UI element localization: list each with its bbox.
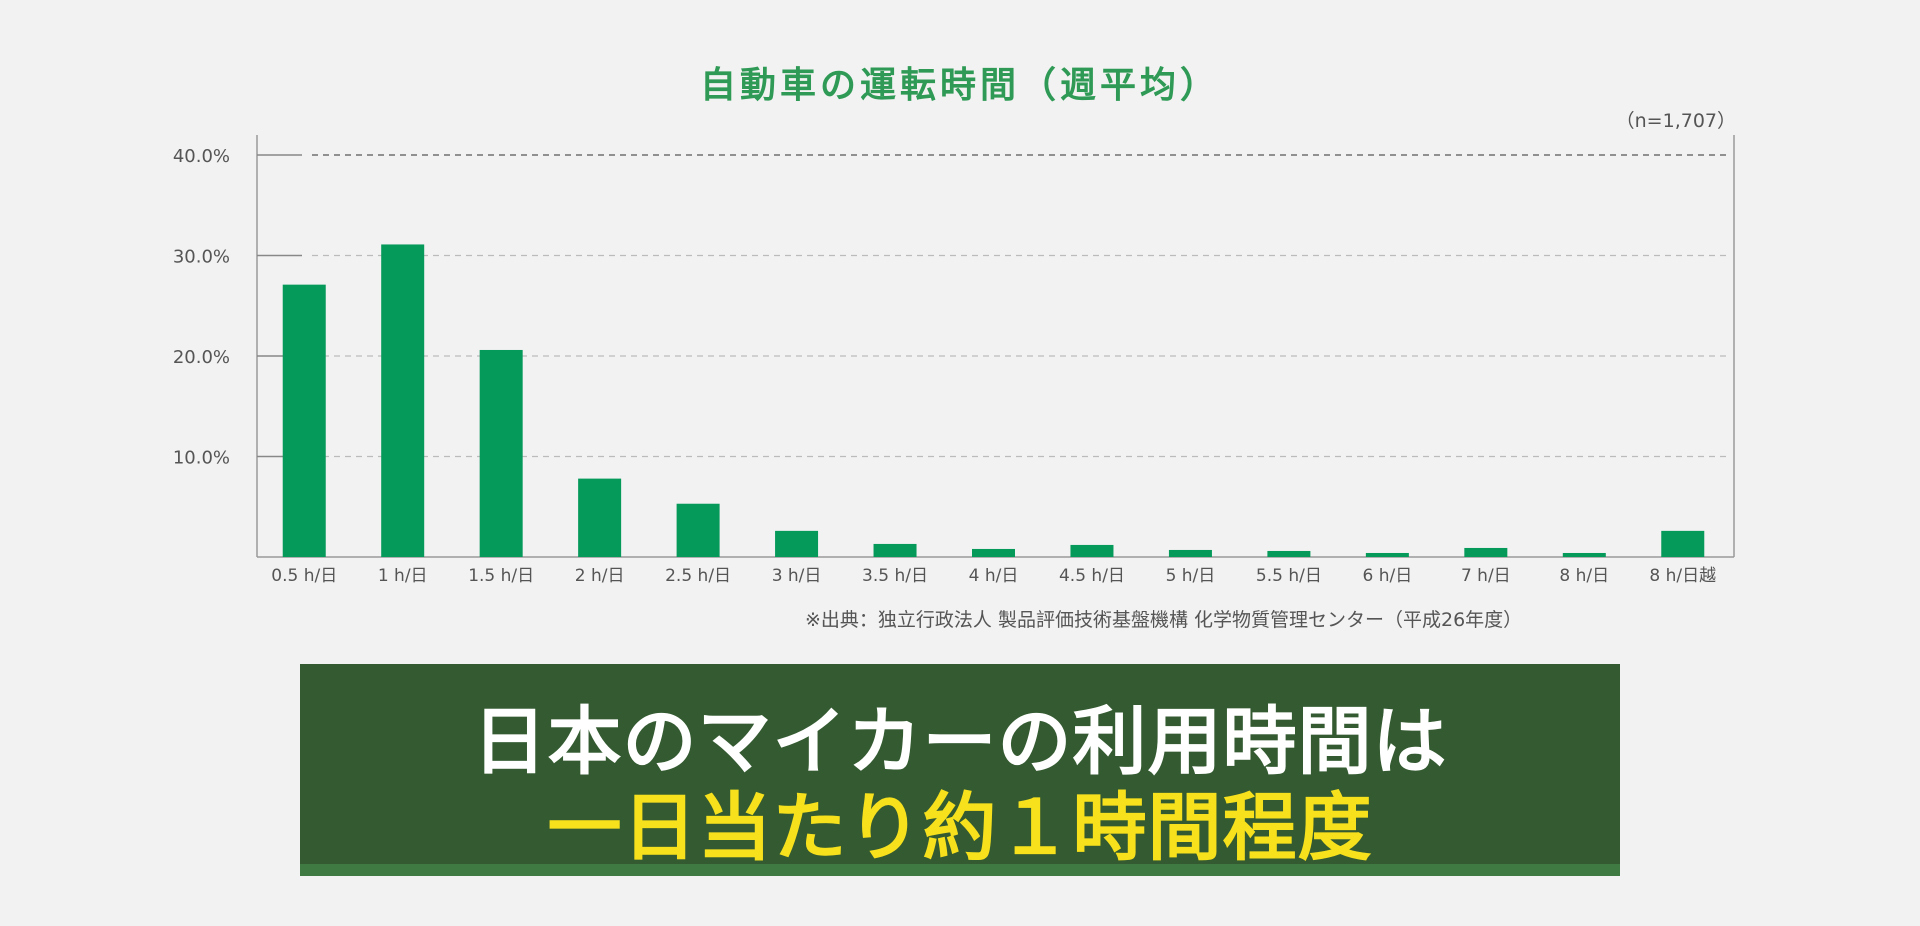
bar xyxy=(479,349,523,557)
bar xyxy=(1267,550,1311,557)
x-tick-label: 7 h/日 xyxy=(1461,566,1511,586)
chart-title: 自動車の運転時間（週平均） xyxy=(699,65,1220,106)
headline-line2: 一日当たり約１時間程度 xyxy=(547,785,1373,871)
banner-bottom-strip xyxy=(300,864,1620,876)
x-tick-label: 2.5 h/日 xyxy=(665,566,731,586)
source-note: ※出典：独立行政法人 製品評価技術基盤機構 化学物質管理センター（平成26年度） xyxy=(805,609,1523,631)
bar xyxy=(1562,552,1606,557)
y-tick-label: 10.0% xyxy=(173,448,230,469)
bar xyxy=(1168,549,1212,557)
bar xyxy=(775,530,819,557)
x-tick-label: 6 h/日 xyxy=(1362,566,1412,586)
x-tick-label: 5 h/日 xyxy=(1166,566,1216,586)
headline-line1: 日本のマイカーの利用時間は xyxy=(472,699,1448,785)
x-tick-label: 4.5 h/日 xyxy=(1059,566,1125,586)
bar xyxy=(282,284,326,557)
x-tick-label: 8 h/日 xyxy=(1559,566,1609,586)
bar xyxy=(972,548,1015,557)
bar xyxy=(1070,544,1114,557)
x-tick-label: 5.5 h/日 xyxy=(1256,566,1322,586)
x-tick-label: 3 h/日 xyxy=(772,566,822,586)
x-tick-label: 1.5 h/日 xyxy=(468,566,534,586)
x-tick-label: 1 h/日 xyxy=(378,566,428,586)
y-tick-label: 40.0% xyxy=(173,146,230,167)
bar xyxy=(578,478,622,557)
bar xyxy=(676,503,720,557)
bar xyxy=(1365,552,1409,557)
bar xyxy=(873,543,917,557)
sample-size-note: （n=1,707） xyxy=(1615,110,1736,132)
x-tick-label: 3.5 h/日 xyxy=(862,566,928,586)
x-tick-label: 4 h/日 xyxy=(969,566,1019,586)
headline-banner: 日本のマイカーの利用時間は 一日当たり約１時間程度 xyxy=(300,664,1620,876)
x-tick-label: 0.5 h/日 xyxy=(271,566,337,586)
y-tick-label: 30.0% xyxy=(173,247,230,268)
bar xyxy=(381,244,425,557)
bar xyxy=(1661,530,1705,557)
y-tick-label: 20.0% xyxy=(173,347,230,368)
bar xyxy=(1464,547,1508,557)
x-tick-label: 2 h/日 xyxy=(575,566,625,586)
x-tick-label: 8 h/日越 xyxy=(1649,566,1716,586)
bar-chart: 10.0% 20.0% 30.0% 40.0% 0.5 h/日 1 h/日 1.5 h/日 2… xyxy=(173,135,1735,586)
